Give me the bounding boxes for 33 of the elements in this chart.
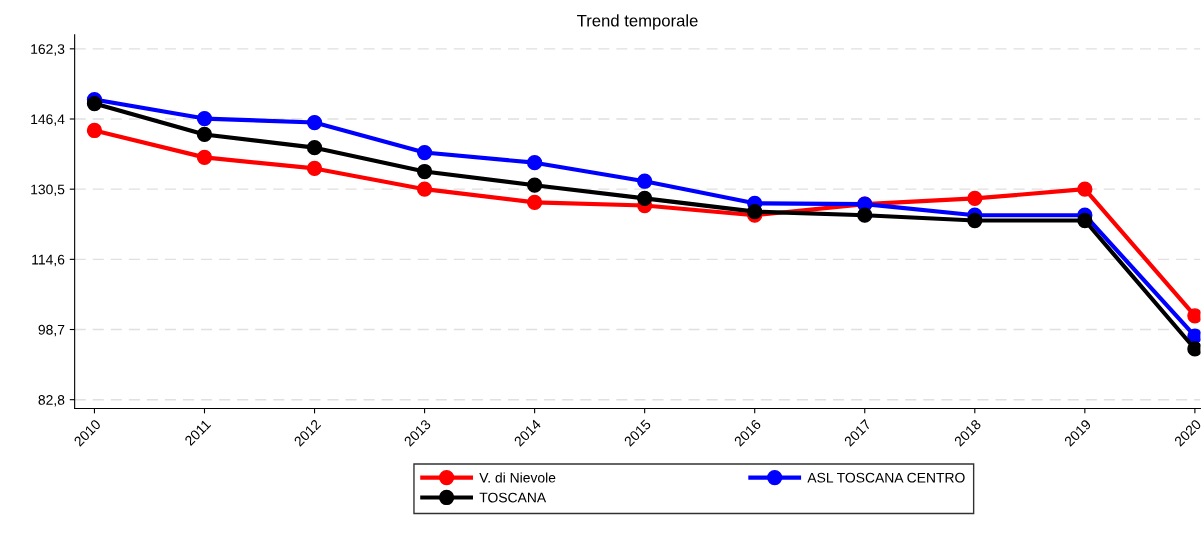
chart-title: Trend temporale — [577, 14, 698, 30]
point — [967, 212, 983, 229]
point — [86, 95, 103, 112]
point — [196, 149, 213, 166]
point — [637, 190, 653, 207]
point — [637, 173, 653, 189]
point — [306, 160, 323, 177]
point — [416, 163, 433, 180]
legend-label: ASL TOSCANA CENTRO — [807, 472, 965, 483]
y-tick-label: 146,4 — [31, 114, 65, 126]
point — [86, 122, 103, 139]
point — [967, 190, 983, 207]
y-tick-label: 98,7 — [38, 324, 65, 337]
point — [196, 126, 213, 143]
y-tick-label: 114,6 — [32, 254, 65, 267]
point — [306, 140, 323, 156]
point — [526, 177, 543, 193]
legend-label: TOSCANA — [479, 492, 547, 503]
legend-label: V. di Nievole — [479, 472, 556, 483]
point — [526, 155, 543, 171]
point — [1077, 212, 1093, 229]
y-tick-label: 162,3 — [31, 44, 65, 56]
point — [1187, 341, 1201, 357]
point — [1077, 181, 1093, 197]
y-tick-label: 130,5 — [31, 184, 65, 196]
point — [306, 114, 323, 131]
y-tick-label: 82,8 — [38, 395, 65, 407]
point — [416, 144, 433, 161]
point — [196, 110, 213, 127]
point — [857, 207, 873, 223]
point — [1187, 328, 1201, 344]
point — [416, 181, 433, 197]
point — [526, 194, 543, 211]
